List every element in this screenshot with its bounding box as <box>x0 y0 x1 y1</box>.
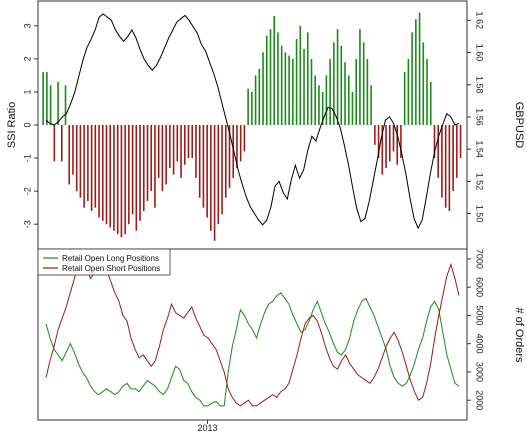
x-tick-label: 2013 <box>197 423 217 433</box>
legend-label-long: Retail Open Long Positions <box>62 254 159 263</box>
orders-lines <box>45 251 460 407</box>
right-tick-label-top: 1.52 <box>475 173 485 191</box>
right-tick-label-bottom: 6000 <box>475 277 485 297</box>
right-tick-label-top: 1.50 <box>475 205 485 223</box>
right-tick-label-bottom: 5000 <box>475 305 485 325</box>
right-tick-label-bottom: 3000 <box>475 362 485 382</box>
left-tick-label: -2 <box>22 187 32 195</box>
left-tick-label: 3 <box>22 23 32 28</box>
left-axis-title: SSI Ratio <box>6 102 18 148</box>
legend-label-short: Retail Open Short Positions <box>62 264 160 273</box>
legend-box <box>37 248 171 276</box>
axes: -3 -2 -1 0 1 2 3 1.50 1.52 1.54 1.56 1.58 1.60 1.62 20… <box>22 12 485 424</box>
bottom-panel-frame <box>37 248 468 421</box>
ssi-bars <box>42 12 462 241</box>
left-tick-label: -1 <box>22 154 32 162</box>
right-axis-title-bottom: # of Orders <box>513 307 525 363</box>
right-tick-label-top: 1.54 <box>475 140 485 158</box>
right-axis-title-top: GBPUSD <box>513 102 525 149</box>
legend: Retail Open Long Positions Retail Open S… <box>37 248 171 276</box>
gbpusd-line <box>45 13 460 230</box>
right-tick-label-bottom: 4000 <box>475 334 485 354</box>
left-tick-label: 1 <box>22 89 32 94</box>
gbpusd-series-line <box>45 13 460 230</box>
right-tick-label-bottom: 7000 <box>475 249 485 269</box>
left-tick-label: 0 <box>22 122 32 127</box>
right-tick-label-bottom: 2000 <box>475 390 485 410</box>
left-tick-label: 2 <box>22 56 32 61</box>
right-tick-label-top: 1.62 <box>475 12 485 30</box>
long-positions-line <box>45 292 460 407</box>
right-tick-label-top: 1.56 <box>475 108 485 126</box>
right-tick-label-top: 1.58 <box>475 76 485 94</box>
right-tick-label-top: 1.60 <box>475 44 485 62</box>
left-tick-label: -3 <box>22 220 32 228</box>
short-positions-line <box>45 251 460 407</box>
